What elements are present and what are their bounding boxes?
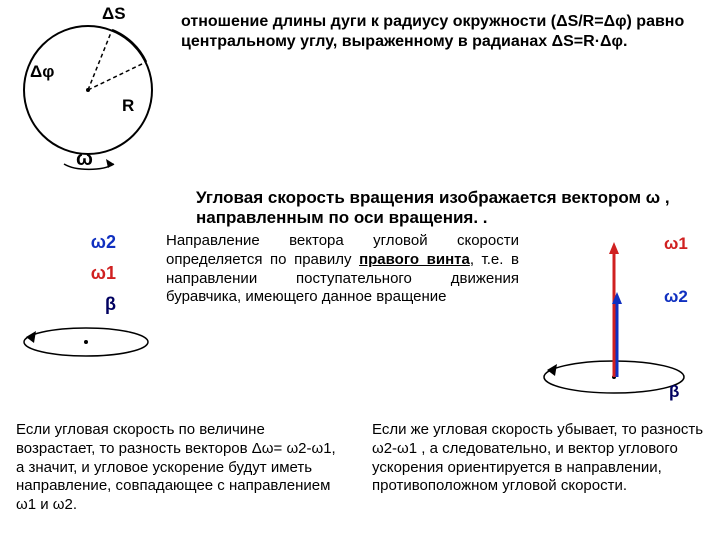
text-bottom-right: Если же угловая скорость убывает, то раз… xyxy=(372,421,704,515)
label-w2-left: ω2 xyxy=(76,232,116,253)
label-w1-right: ω1 xyxy=(664,234,688,254)
text-angular-title: Угловая скорость вращения изображается в… xyxy=(196,188,704,228)
row-top: отношение длины дуги к радиусу окружност… xyxy=(16,12,704,182)
label-w1-left: ω1 xyxy=(76,263,116,284)
label-beta-right: β xyxy=(669,382,679,402)
mid-rule: правого винта xyxy=(359,251,470,268)
text-bottom-left: Если угловая скорость по величине возрас… xyxy=(16,421,348,515)
row-bottom: Если угловая скорость по величине возрас… xyxy=(16,421,704,515)
text-right-hand-rule: Направление вектора угловой скорости опр… xyxy=(166,232,519,307)
label-w2-right: ω2 xyxy=(664,287,688,307)
label-dPhi: Δφ xyxy=(30,62,54,82)
row-mid: ω2 ω1 β Направление вектора угловой скор… xyxy=(16,232,704,407)
label-omega: ω xyxy=(76,148,93,171)
text-arc-ratio: отношение длины дуги к радиусу окружност… xyxy=(181,12,704,52)
figure-circle-sector xyxy=(16,12,171,182)
figure-vectors: ω1 ω2 β xyxy=(529,232,704,407)
label-dS: ΔS xyxy=(102,4,126,24)
left-label-block: ω2 ω1 β xyxy=(16,232,156,372)
label-beta-left: β xyxy=(76,294,116,315)
label-R: R xyxy=(122,96,134,116)
left-small-ellipse xyxy=(16,317,156,367)
